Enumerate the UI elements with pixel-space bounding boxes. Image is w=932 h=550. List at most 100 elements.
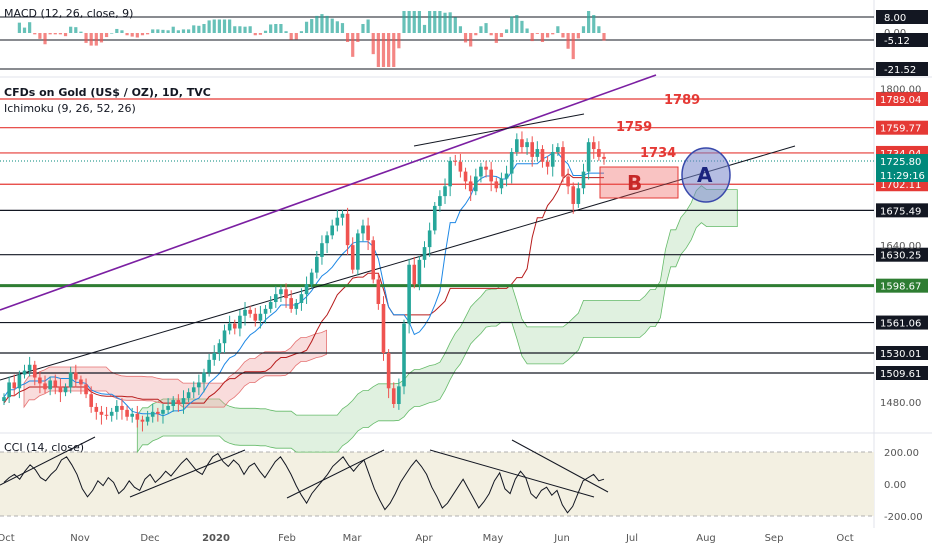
ascending-trendline — [0, 145, 796, 381]
candle-body — [386, 353, 391, 389]
macd-bar — [479, 26, 483, 33]
macd-bar — [366, 19, 370, 33]
macd-bar — [315, 15, 319, 33]
candle-body — [550, 151, 555, 167]
cci-line — [3, 452, 605, 514]
candle-body — [150, 411, 155, 417]
candle-body — [489, 169, 493, 182]
candle-body — [427, 230, 432, 248]
macd-label: 8.00 — [884, 13, 906, 24]
macd-tag — [876, 33, 928, 47]
candle-body — [468, 181, 473, 192]
candle-body — [494, 181, 499, 189]
candle-body — [94, 406, 99, 412]
macd-bar — [484, 23, 488, 33]
macd-bar — [515, 15, 519, 33]
macd-bar — [345, 33, 350, 42]
candle-body — [115, 405, 119, 412]
cci-trend-5 — [511, 439, 609, 493]
macd-bar — [566, 33, 570, 49]
macd-bar — [166, 30, 170, 33]
annotation-1789: 1789 — [664, 93, 700, 108]
price-axis: 1789.041759.771734.041702.111675.491630.… — [876, 10, 928, 523]
candle-body — [366, 225, 370, 241]
macd-bar — [407, 11, 411, 33]
kijun-line — [3, 173, 604, 404]
macd-bar — [33, 33, 37, 35]
candle-body — [499, 178, 504, 189]
candle-body — [145, 416, 150, 422]
macd-bar — [576, 33, 580, 39]
candle-body — [304, 284, 309, 295]
candle-body — [299, 294, 304, 303]
macd-bar — [571, 33, 575, 60]
candle-body — [253, 313, 258, 321]
level-label: 1759.77 — [880, 124, 921, 135]
macd-bar — [535, 33, 539, 34]
macd-bar — [156, 29, 160, 33]
level-label: 1509.61 — [880, 369, 921, 380]
macd-bar — [310, 19, 314, 33]
macd-bar — [520, 20, 524, 33]
candle-body — [535, 149, 540, 157]
candle-body — [448, 160, 452, 187]
candle-body — [597, 149, 601, 157]
macd-bar — [17, 22, 21, 33]
ichimoku-cloud — [136, 185, 738, 454]
candle-body — [586, 142, 591, 172]
macd-bar — [504, 29, 509, 33]
macd-bar — [304, 21, 309, 33]
level-label: 1789.04 — [880, 95, 921, 106]
macd-bar — [222, 19, 227, 33]
macd-bar — [489, 33, 493, 36]
macd-bar — [428, 11, 432, 33]
macd-bar — [74, 27, 78, 33]
candle-body — [63, 387, 68, 393]
macd-bar — [438, 11, 442, 33]
candle-body — [258, 313, 263, 321]
macd-bar — [120, 30, 124, 33]
candle-body — [125, 409, 129, 417]
macd-bar — [320, 14, 324, 34]
current-price-tag — [876, 154, 928, 183]
candle-body — [443, 186, 447, 197]
candle-body — [484, 166, 488, 170]
candle-body — [279, 289, 283, 295]
cci-trend-2 — [129, 449, 246, 498]
candle-body — [463, 171, 468, 182]
macd-bar — [269, 24, 273, 33]
macd-bar — [540, 33, 545, 42]
macd-bar — [448, 12, 452, 34]
candle-body — [197, 382, 201, 388]
macd-bar — [22, 27, 27, 33]
macd-histogram — [17, 11, 606, 67]
macd-bar — [171, 26, 175, 33]
macd-bar — [453, 17, 457, 33]
candle-body — [432, 205, 437, 231]
macd-bar — [43, 33, 47, 45]
level-tag — [876, 92, 928, 106]
horizontal-levels — [0, 98, 874, 374]
candle-body — [171, 400, 176, 406]
time-tick: 2020 — [202, 533, 230, 544]
macd-bar — [94, 33, 98, 46]
candle-body — [340, 213, 345, 218]
cci-band — [0, 452, 874, 516]
candle-body — [58, 386, 63, 393]
macd-bar — [499, 33, 504, 38]
level-tag — [876, 366, 928, 380]
candle-body — [109, 411, 114, 416]
time-tick: May — [483, 533, 504, 544]
level-tag — [876, 247, 928, 262]
candle-body — [515, 139, 519, 152]
candle-body — [397, 386, 401, 404]
candle-body — [509, 151, 514, 174]
time-tick: Aug — [696, 533, 716, 544]
candle-body — [73, 372, 78, 380]
time-tick: Oct — [836, 533, 853, 544]
macd-bar — [581, 26, 586, 33]
macd-bar — [38, 33, 42, 39]
candle-body — [263, 308, 268, 314]
macd-bar — [202, 24, 206, 33]
time-tick: Nov — [70, 533, 90, 544]
